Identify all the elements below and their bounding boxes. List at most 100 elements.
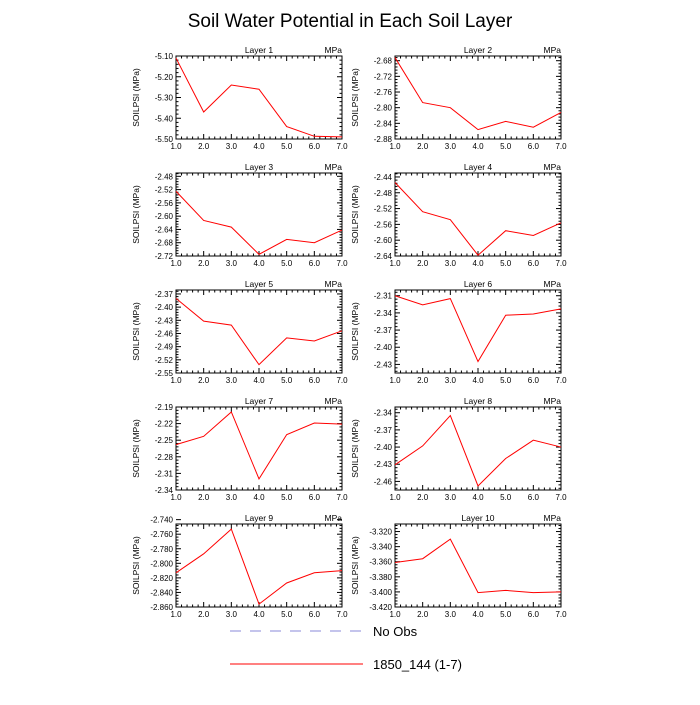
series-line — [175, 528, 343, 605]
x-tick-label: 7.0 — [555, 142, 567, 151]
y-tick-label: -2.46 — [374, 477, 393, 486]
x-tick-label: 4.0 — [472, 610, 484, 619]
x-tick-label: 3.0 — [445, 610, 457, 619]
x-tick-label: 1.0 — [389, 142, 401, 151]
y-tick-label: -2.84 — [374, 119, 393, 128]
y-tick-label: -5.10 — [155, 52, 174, 61]
y-tick-label: -5.30 — [155, 94, 174, 103]
y-tick-label: -2.37 — [155, 290, 174, 299]
y-tick-label: -2.31 — [155, 469, 174, 478]
x-tick-label: 1.0 — [389, 376, 401, 385]
y-axis-label: SOILPSI (MPa) — [131, 68, 141, 127]
panel-layer-9: Layer 9 MPa SOILPSI (MPa) 1.0 2.0 3.0 4.0 5.0 6.… — [131, 513, 348, 619]
y-axis-label: SOILPSI (MPa) — [131, 419, 141, 478]
plot-frame — [175, 523, 343, 608]
y-tick-label: -2.52 — [155, 186, 174, 195]
x-tick-label: 4.0 — [253, 259, 265, 268]
plot-frame — [175, 172, 343, 257]
x-tick-label: 7.0 — [555, 493, 567, 502]
y-tick-label: -2.48 — [155, 172, 174, 181]
units-label: MPa — [544, 45, 562, 55]
x-tick-label: 7.0 — [336, 376, 348, 385]
x-tick-label: 7.0 — [336, 142, 348, 151]
x-tick-label: 6.0 — [528, 142, 540, 151]
units-label: MPa — [544, 279, 562, 289]
y-tick-label: -2.48 — [374, 189, 393, 198]
x-tick-label: 3.0 — [226, 142, 238, 151]
x-tick-label: 5.0 — [281, 610, 293, 619]
units-label: MPa — [325, 45, 343, 55]
legend: No Obs 1850_144 (1-7) — [230, 624, 462, 672]
y-tick-label: -2.760 — [150, 530, 173, 539]
y-tick-label: -2.43 — [155, 316, 174, 325]
x-tick-label: 1.0 — [170, 259, 182, 268]
panel-layer-7: Layer 7 MPa SOILPSI (MPa) 1.0 2.0 3.0 4.0 5.0 6.… — [131, 396, 348, 502]
x-tick-label: 5.0 — [500, 493, 512, 502]
x-tick-label: 4.0 — [472, 259, 484, 268]
x-tick-label: 1.0 — [389, 493, 401, 502]
y-tick-label: -2.64 — [374, 252, 393, 261]
y-tick-label: -2.55 — [155, 369, 174, 378]
x-tick-label: 7.0 — [555, 376, 567, 385]
x-tick-label: 4.0 — [253, 493, 265, 502]
panel-title: Layer 6 — [464, 279, 493, 289]
y-tick-label: -2.56 — [155, 199, 174, 208]
series-line — [175, 57, 343, 138]
x-tick-label: 1.0 — [170, 376, 182, 385]
x-tick-label: 5.0 — [281, 259, 293, 268]
y-tick-label: -5.20 — [155, 73, 174, 82]
x-tick-label: 2.0 — [198, 493, 210, 502]
y-axis-label: SOILPSI (MPa) — [350, 419, 360, 478]
series-line — [394, 414, 562, 487]
x-tick-label: 4.0 — [472, 142, 484, 151]
panels-group: Layer 1 MPa SOILPSI (MPa) 1.0 2.0 3.0 4.0 5.0 6.… — [131, 45, 567, 619]
y-tick-label: -3.400 — [369, 588, 392, 597]
panel-title: Layer 1 — [245, 45, 274, 55]
y-axis-label: SOILPSI (MPa) — [350, 68, 360, 127]
x-tick-label: 1.0 — [170, 610, 182, 619]
x-tick-label: 6.0 — [309, 493, 321, 502]
x-tick-label: 5.0 — [500, 142, 512, 151]
x-tick-label: 6.0 — [528, 259, 540, 268]
y-tick-label: -2.80 — [374, 104, 393, 113]
y-tick-label: -2.52 — [155, 356, 174, 365]
x-tick-label: 4.0 — [253, 376, 265, 385]
panel-layer-10: Layer 10 MPa SOILPSI (MPa) 1.0 2.0 3.0 4.0 5.0 6… — [350, 513, 567, 619]
y-tick-label: -2.19 — [155, 403, 174, 412]
x-tick-label: 5.0 — [500, 610, 512, 619]
panel-title: Layer 9 — [245, 513, 274, 523]
x-tick-label: 3.0 — [226, 610, 238, 619]
series-line — [394, 538, 562, 594]
y-tick-label: -2.40 — [374, 443, 393, 452]
series-line — [394, 295, 562, 363]
x-tick-label: 1.0 — [389, 259, 401, 268]
panel-layer-8: Layer 8 MPa SOILPSI (MPa) 1.0 2.0 3.0 4.0 5.0 6.… — [350, 396, 567, 502]
panel-title: Layer 2 — [464, 45, 493, 55]
x-tick-label: 4.0 — [472, 493, 484, 502]
y-tick-label: -2.37 — [374, 426, 393, 435]
y-axis-label: SOILPSI (MPa) — [350, 185, 360, 244]
x-tick-label: 3.0 — [445, 376, 457, 385]
panel-title: Layer 10 — [461, 513, 494, 523]
y-tick-label: -2.43 — [374, 360, 393, 369]
y-axis-label: SOILPSI (MPa) — [131, 302, 141, 361]
y-tick-label: -2.60 — [374, 236, 393, 245]
y-tick-label: -2.34 — [155, 486, 174, 495]
y-tick-label: -2.43 — [374, 460, 393, 469]
x-tick-label: 5.0 — [281, 142, 293, 151]
panel-layer-2: Layer 2 MPa SOILPSI (MPa) 1.0 2.0 3.0 4.0 5.0 6.… — [350, 45, 567, 151]
panel-layer-1: Layer 1 MPa SOILPSI (MPa) 1.0 2.0 3.0 4.0 5.0 6.… — [131, 45, 348, 151]
x-tick-label: 5.0 — [500, 259, 512, 268]
y-tick-label: -3.320 — [369, 528, 392, 537]
y-tick-label: -2.820 — [150, 574, 173, 583]
plot-frame — [394, 406, 562, 491]
plot-frame — [394, 523, 562, 608]
x-tick-label: 3.0 — [445, 493, 457, 502]
units-label: MPa — [544, 396, 562, 406]
y-tick-label: -2.34 — [374, 409, 393, 418]
x-tick-label: 3.0 — [226, 493, 238, 502]
x-tick-label: 6.0 — [528, 610, 540, 619]
x-tick-label: 3.0 — [226, 259, 238, 268]
legend-model-label: 1850_144 (1-7) — [373, 657, 462, 672]
